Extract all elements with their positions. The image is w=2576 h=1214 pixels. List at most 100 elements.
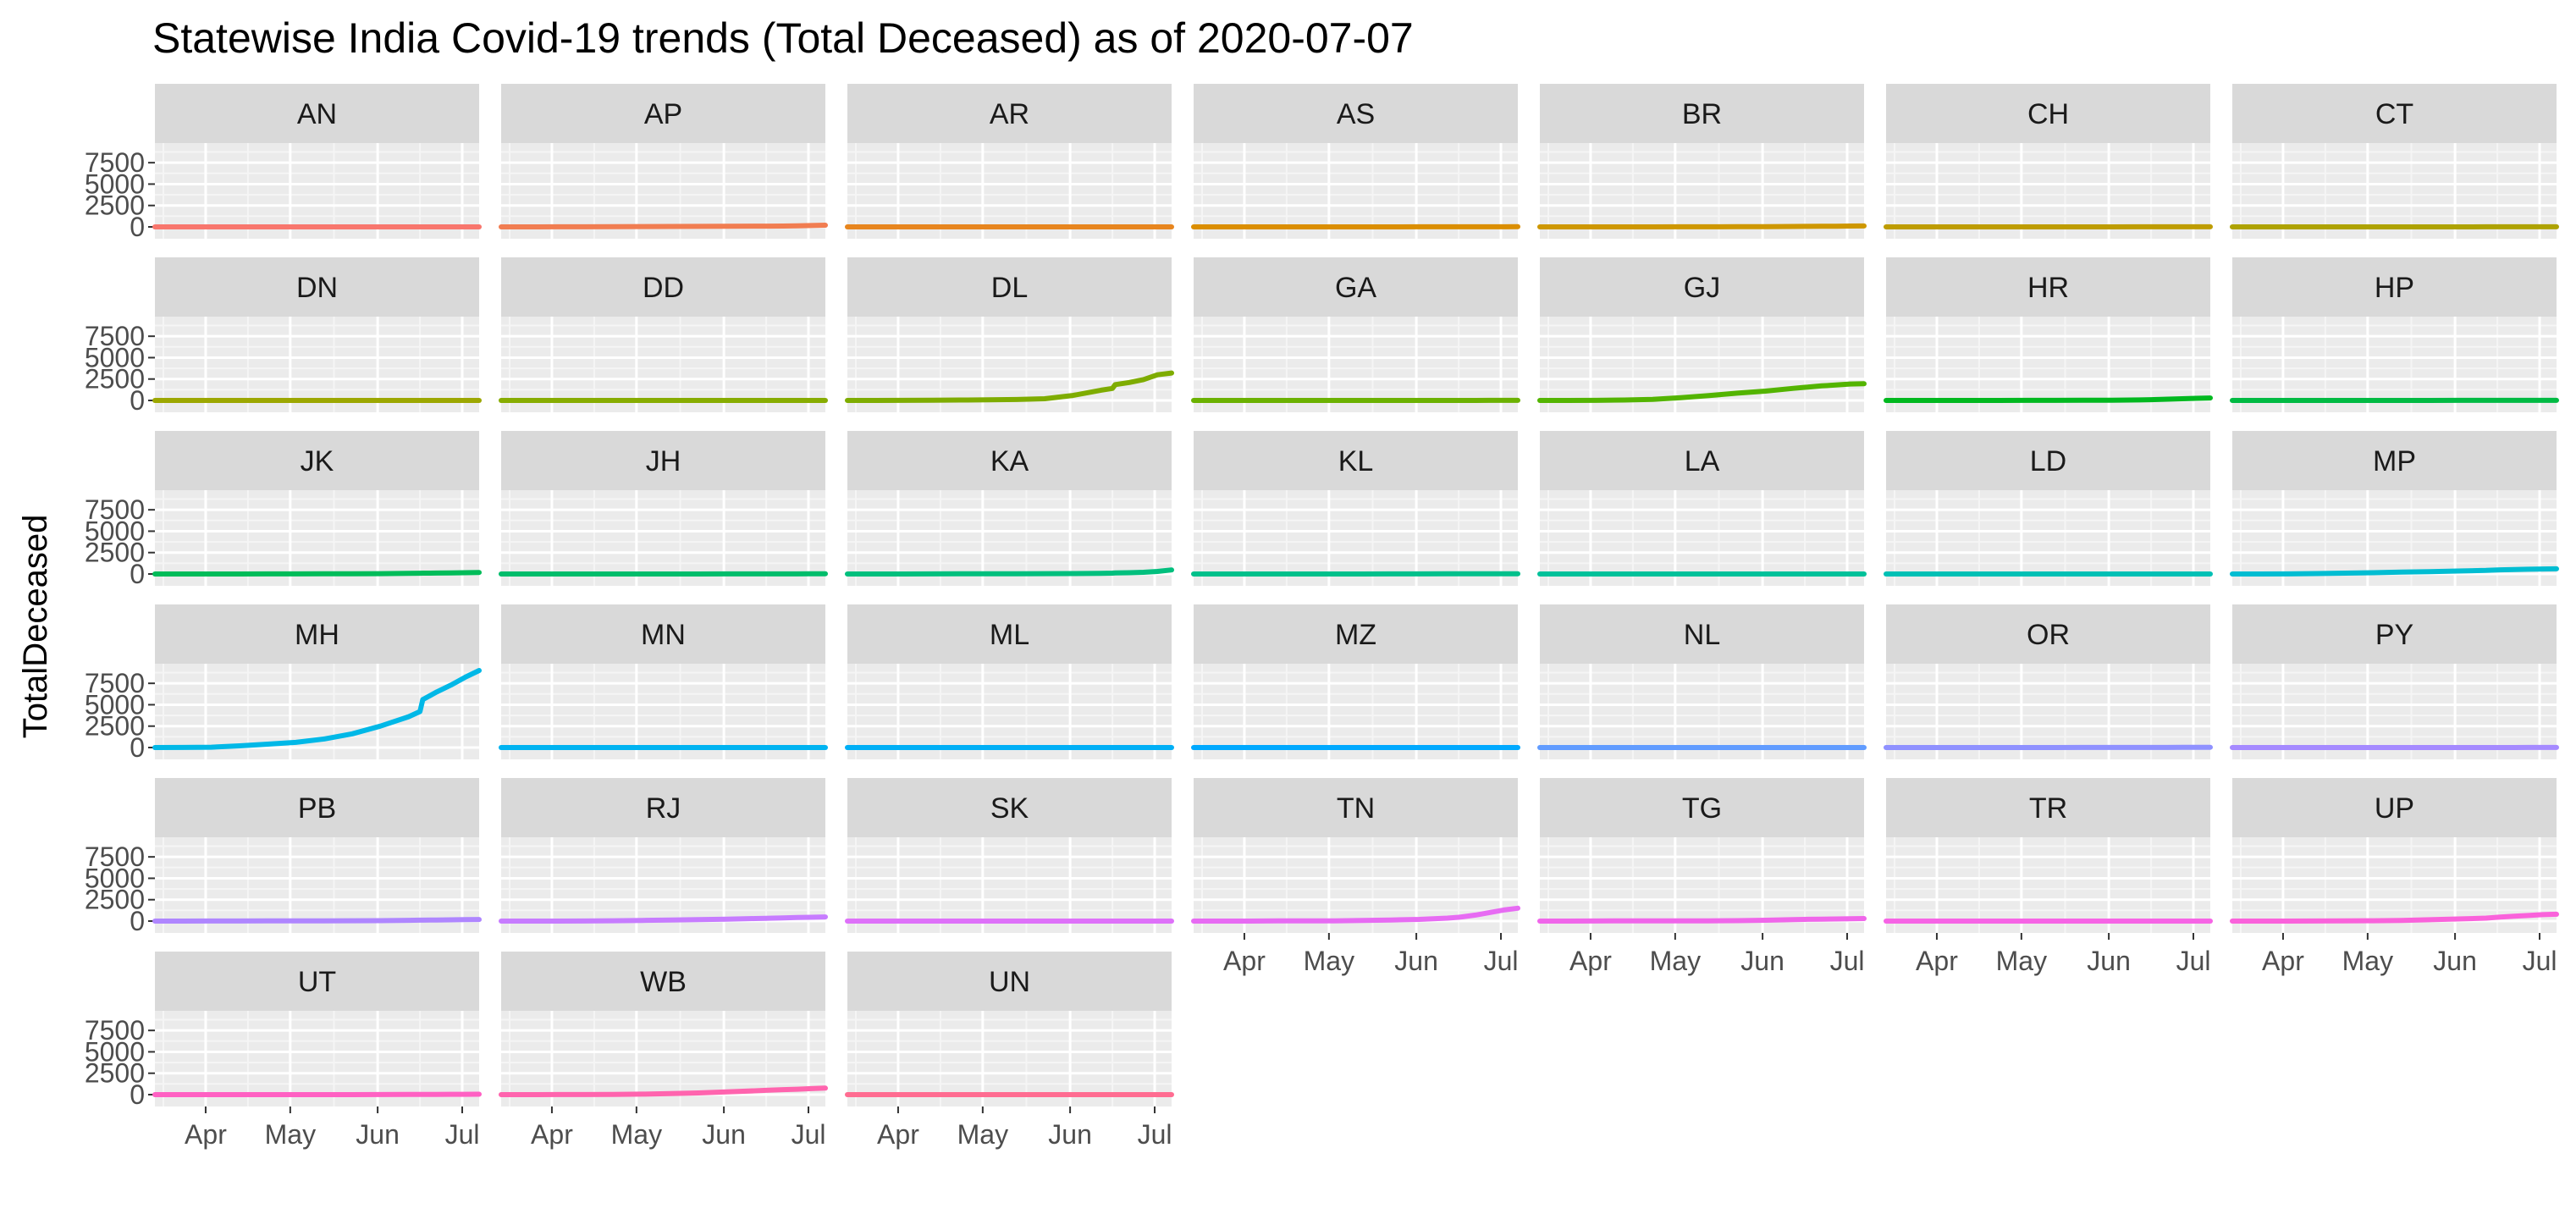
x-tick-label: Jul bbox=[1830, 946, 1865, 976]
facet-panel-rj: RJ bbox=[499, 778, 828, 933]
facet-strip bbox=[2232, 84, 2557, 143]
facet-strip-label: WB bbox=[640, 966, 687, 998]
x-tick-label: Apr bbox=[1916, 946, 1958, 976]
series-line-tg bbox=[1537, 916, 1867, 924]
facet-strip bbox=[1886, 604, 2210, 664]
facet-panel-ch: CH bbox=[1884, 84, 2213, 239]
facet-strip bbox=[847, 84, 1172, 143]
y-tick-label: 5000 bbox=[85, 168, 145, 199]
facet-strip-label: JK bbox=[301, 445, 334, 477]
facet-strip-label: TR bbox=[2029, 792, 2067, 825]
x-tick-label: Jul bbox=[1138, 1119, 1172, 1150]
facet-strip-label: NL bbox=[1684, 619, 1720, 651]
facet-panel-ld: LD bbox=[1884, 431, 2213, 586]
panel-background bbox=[1886, 490, 2210, 586]
facet-panel-hp: HP bbox=[2230, 257, 2559, 412]
panel-background bbox=[1194, 664, 1518, 759]
facet-strip-label: HR bbox=[2027, 272, 2069, 304]
facet-strip-label: DL bbox=[991, 272, 1028, 304]
x-tick-label: Jun bbox=[2087, 946, 2131, 976]
x-tick-label: May bbox=[1304, 946, 1354, 976]
y-tick-label: 0 bbox=[130, 732, 145, 763]
facet-panel-un: UN Apr May Jun Jul bbox=[845, 952, 1174, 1150]
panel-background bbox=[1886, 837, 2210, 933]
y-tick-label: 5000 bbox=[85, 342, 145, 372]
facet-strip-label: ML bbox=[990, 619, 1029, 651]
panel-background bbox=[2232, 664, 2557, 759]
facet-panel-jh: JH bbox=[499, 431, 828, 586]
panel-background bbox=[847, 837, 1172, 933]
panel-background bbox=[155, 317, 479, 412]
y-tick-label: 2500 bbox=[85, 885, 145, 915]
x-tick-label: Apr bbox=[1569, 946, 1612, 976]
facet-strip bbox=[501, 952, 825, 1011]
y-tick-label: 7500 bbox=[85, 147, 145, 178]
facet-panel-dl: DL bbox=[845, 257, 1174, 412]
facet-panel-la: LA bbox=[1537, 431, 1867, 586]
x-tick-label: Apr bbox=[185, 1119, 227, 1150]
series-line-br bbox=[1537, 223, 1867, 229]
facet-strip bbox=[1540, 84, 1864, 143]
panel-background bbox=[1194, 317, 1518, 412]
facet-strip bbox=[2232, 431, 2557, 490]
panel-background bbox=[2232, 143, 2557, 239]
facet-panel-wb: WB Apr May Jun Jul bbox=[499, 952, 828, 1150]
facet-strip-label: OR bbox=[2027, 619, 2070, 651]
facet-strip bbox=[501, 604, 825, 664]
y-tick-label: 5000 bbox=[85, 516, 145, 546]
facet-strip-label: GA bbox=[1335, 272, 1376, 304]
panel-background bbox=[1886, 317, 2210, 412]
facet-strip bbox=[155, 84, 479, 143]
series-line-ka bbox=[845, 567, 1174, 577]
facet-strip bbox=[501, 778, 825, 837]
y-tick-label: 7500 bbox=[85, 321, 145, 351]
facet-strip bbox=[847, 778, 1172, 837]
panel-background bbox=[501, 143, 825, 239]
facet-panel-py: PY bbox=[2230, 604, 2559, 759]
y-tick-label: 5000 bbox=[85, 863, 145, 893]
y-tick-label: 2500 bbox=[85, 364, 145, 395]
facet-panel-up: UP Apr May Jun Jul bbox=[2230, 778, 2559, 976]
facet-strip bbox=[1194, 84, 1518, 143]
x-tick-label: May bbox=[611, 1119, 662, 1150]
facet-strip-label: AP bbox=[644, 98, 682, 130]
panel-background bbox=[155, 664, 479, 759]
panel-background bbox=[1194, 490, 1518, 586]
y-tick-label: 0 bbox=[130, 212, 145, 242]
x-tick-label: Jun bbox=[1394, 946, 1438, 976]
y-tick-label: 2500 bbox=[85, 538, 145, 568]
facet-strip-label: MP bbox=[2373, 445, 2416, 477]
x-tick-label: Jul bbox=[445, 1119, 480, 1150]
chart-title: Statewise India Covid-19 trends (Total D… bbox=[152, 14, 1414, 62]
x-tick-label: May bbox=[2342, 946, 2393, 976]
facet-strip-label: CT bbox=[2375, 98, 2413, 130]
x-tick-label: Jul bbox=[792, 1119, 826, 1150]
x-tick-label: Apr bbox=[1223, 946, 1266, 976]
facet-panel-tg: TG Apr May Jun Jul bbox=[1537, 778, 1867, 976]
facet-strip bbox=[1886, 257, 2210, 317]
facet-strip-label: MH bbox=[295, 619, 339, 651]
facet-strip-label: DD bbox=[643, 272, 684, 304]
series-line-wb bbox=[499, 1085, 828, 1097]
facet-strip bbox=[847, 257, 1172, 317]
facet-panel-mp: MP bbox=[2230, 431, 2559, 586]
panel-background bbox=[501, 664, 825, 759]
facet-strip-label: SK bbox=[990, 792, 1029, 825]
y-tick-label: 5000 bbox=[85, 1036, 145, 1067]
panel-background bbox=[1886, 664, 2210, 759]
panel-background bbox=[1540, 664, 1864, 759]
x-tick-label: May bbox=[265, 1119, 316, 1150]
facet-panel-or: OR bbox=[1884, 604, 2213, 759]
y-tick-label: 7500 bbox=[85, 494, 145, 525]
x-tick-label: Jul bbox=[2176, 946, 2211, 976]
x-tick-label: Apr bbox=[2262, 946, 2304, 976]
y-tick-label: 0 bbox=[130, 1079, 145, 1110]
y-tick-label: 7500 bbox=[85, 668, 145, 698]
facet-strip bbox=[1194, 431, 1518, 490]
